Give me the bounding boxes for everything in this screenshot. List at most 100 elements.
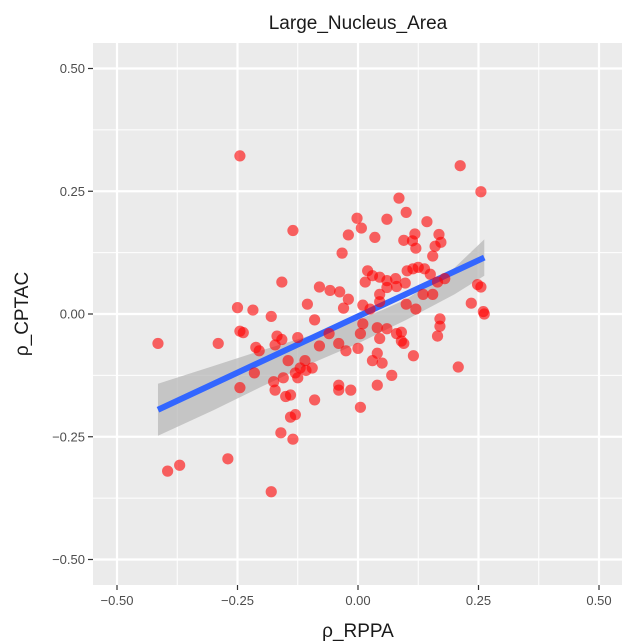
- data-point: [454, 160, 466, 172]
- x-tick-label: −0.25: [221, 593, 254, 608]
- data-point: [398, 337, 410, 350]
- data-point: [340, 345, 352, 357]
- y-axis-label: ρ_CPTAC: [12, 272, 33, 356]
- y-tick-label: 0.00: [60, 307, 85, 322]
- data-point: [351, 212, 363, 224]
- data-point: [427, 250, 439, 262]
- data-point: [366, 270, 379, 282]
- data-point: [374, 296, 386, 308]
- x-axis-label: ρ_RPPA: [322, 621, 394, 642]
- data-point: [287, 224, 299, 237]
- data-point: [323, 328, 335, 340]
- x-tick-label: 0.50: [586, 593, 611, 608]
- data-point: [336, 247, 348, 259]
- data-point: [369, 231, 381, 244]
- data-point: [324, 284, 336, 297]
- data-point: [268, 376, 280, 388]
- data-point: [381, 281, 393, 294]
- data-point: [301, 298, 313, 310]
- data-point: [345, 384, 357, 396]
- data-point: [434, 320, 446, 332]
- data-point: [162, 465, 174, 477]
- data-point: [417, 288, 429, 300]
- data-point: [152, 337, 164, 350]
- y-axis-ticks: −0.50 −0.25 0.00 0.25 0.50: [52, 61, 93, 567]
- data-point: [475, 281, 487, 293]
- data-point: [421, 216, 433, 228]
- data-point: [237, 327, 249, 339]
- data-point: [333, 337, 345, 350]
- data-point: [393, 192, 405, 204]
- data-point: [381, 323, 393, 335]
- x-axis-ticks: −0.50 −0.25 0.00 0.25 0.50: [101, 585, 612, 608]
- data-point: [400, 298, 412, 310]
- data-point: [364, 303, 376, 315]
- data-point: [234, 382, 246, 394]
- data-point: [352, 342, 364, 354]
- data-point: [398, 234, 410, 246]
- data-point: [410, 242, 422, 254]
- data-points: [152, 150, 490, 498]
- data-point: [282, 355, 294, 367]
- data-point: [313, 340, 326, 352]
- fit-line-layer: [156, 254, 486, 413]
- data-point: [253, 345, 265, 357]
- data-point: [265, 486, 277, 498]
- data-point: [337, 302, 350, 314]
- data-point: [309, 314, 321, 326]
- data-point: [376, 357, 388, 369]
- data-point: [334, 286, 346, 298]
- data-point: [231, 302, 244, 314]
- data-point: [439, 273, 451, 285]
- data-point: [431, 330, 444, 342]
- y-tick-label: −0.25: [52, 429, 85, 444]
- chart-title: Large_Nucleus_Area: [269, 13, 448, 34]
- y-tick-label: 0.50: [60, 61, 85, 76]
- data-point: [386, 369, 398, 381]
- data-point: [354, 401, 367, 413]
- data-point: [333, 384, 345, 396]
- data-point: [342, 229, 354, 241]
- data-point: [400, 206, 412, 218]
- data-point: [284, 411, 297, 423]
- data-point: [429, 240, 441, 252]
- x-tick-label: 0.00: [345, 593, 370, 608]
- x-tick-label: 0.25: [466, 593, 491, 608]
- data-point: [371, 322, 383, 334]
- data-point: [465, 297, 477, 309]
- data-point: [269, 384, 281, 396]
- y-tick-label: −0.50: [52, 552, 85, 567]
- data-point: [212, 337, 224, 350]
- data-point: [265, 310, 277, 323]
- fit-line: [156, 254, 486, 413]
- data-point: [313, 281, 326, 293]
- data-point: [475, 186, 487, 198]
- data-point: [399, 277, 411, 289]
- data-point: [374, 332, 386, 345]
- data-point: [174, 459, 186, 471]
- data-point: [478, 308, 490, 320]
- data-point: [342, 293, 354, 305]
- data-point: [395, 326, 407, 338]
- data-point: [354, 328, 367, 340]
- data-point: [355, 222, 367, 234]
- data-point: [276, 276, 288, 288]
- data-point: [234, 150, 246, 162]
- data-point: [357, 318, 369, 330]
- data-point: [280, 390, 292, 403]
- data-point: [247, 304, 259, 316]
- data-point: [306, 362, 318, 374]
- data-point: [222, 453, 234, 465]
- data-point: [427, 288, 439, 300]
- data-point: [248, 367, 260, 379]
- data-point: [359, 276, 371, 288]
- data-point: [390, 280, 403, 293]
- data-point: [366, 355, 379, 367]
- data-point: [381, 213, 393, 225]
- y-tick-label: 0.25: [60, 184, 85, 199]
- data-point: [292, 372, 304, 384]
- data-point: [410, 303, 422, 315]
- data-point: [371, 379, 383, 391]
- x-tick-label: −0.50: [101, 593, 134, 608]
